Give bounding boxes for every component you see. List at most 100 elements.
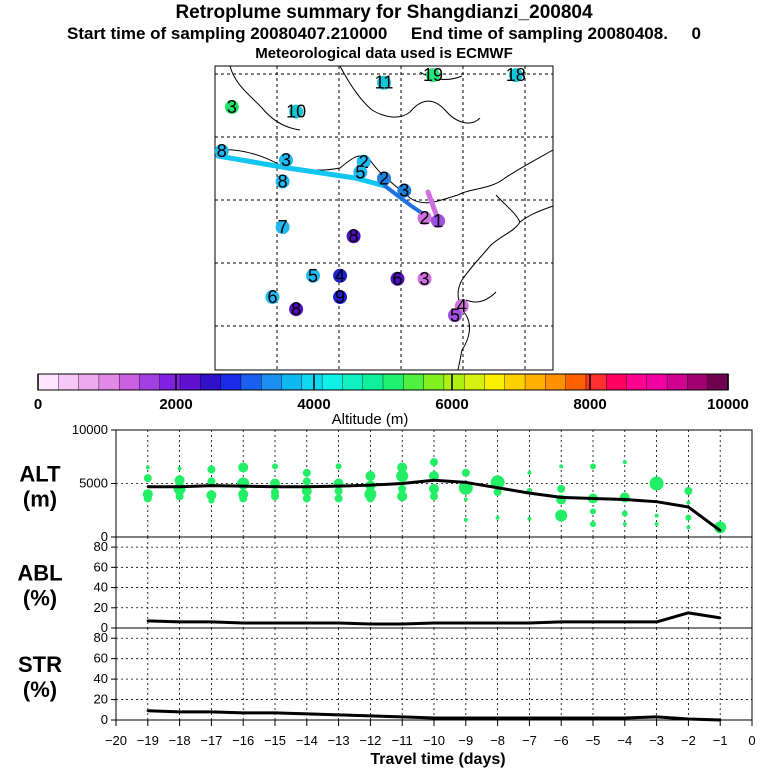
x-tick-label: −9 [458,733,473,748]
map-point-marker [426,68,441,83]
colorbar-cell [301,373,323,391]
x-tick-label: −2 [681,733,696,748]
colorbar-cell [139,373,161,391]
x-tick-label: −6 [554,733,569,748]
series-point [623,620,626,624]
altitude-scatter-point [527,470,532,475]
series-point [337,621,340,625]
series-point [273,711,277,715]
y-tick-label: 5000 [79,476,108,491]
altitude-scatter-point [143,494,152,503]
altitude-scatter-point [685,514,692,521]
x-tick-label: −8 [490,733,505,748]
x-tick-label: −12 [359,733,381,748]
altitude-scatter-point [239,494,248,503]
series-point [719,529,722,532]
altitude-scatter-point [272,463,278,470]
map-day-label: 10 [286,102,306,122]
map-day-label: 8 [349,226,359,246]
colorbar-label: Altitude (m) [332,411,409,428]
series-point [305,485,308,488]
colorbar-cell [321,373,344,391]
x-axis: −20 −19 −18 −17 −16 −15 −14 −13 −12 −11 −10 −9 −8 −7−… [105,720,756,748]
map-day-label: 3 [399,181,409,201]
series-point [337,713,340,717]
series-point [687,717,690,721]
altitude-scatter-point [365,471,376,482]
series-point [401,482,404,485]
series-point [305,621,308,625]
series-point [528,621,531,625]
x-tick-label: −4 [617,733,632,748]
series-point [464,621,467,625]
altitude-scatter-point [493,488,502,497]
altitude-scatter-point [145,465,150,470]
x-tick-label: −7 [522,733,537,748]
map-day-label: 3 [227,97,237,117]
altitude-scatter-point [714,521,727,534]
x-tick-label: −10 [423,733,445,748]
altitude-scatter-point [301,485,312,496]
map-point-marker [431,214,446,229]
altitude-scatter-point [463,517,468,522]
altitude-scatter-point [429,471,439,482]
y-tick-label: 0 [101,712,108,727]
colorbar-cell [37,373,59,391]
map-day-label: 5 [308,266,318,286]
colorbar-cell [159,373,181,391]
x-tick-label: −18 [169,733,191,748]
colorbar-cell [707,373,729,391]
colorbar-cell [342,373,364,391]
altitude-scatter-point [649,476,664,491]
series-point [687,505,690,509]
altitude-colorbar: 0 2000 4000 6000 8000 10000 Altitude (m) [34,373,749,428]
colorbar-cell [524,373,547,391]
altitude-scatter-point [366,494,375,503]
colorbar-cell [423,373,445,391]
map-day-label: 4 [457,296,467,316]
colorbar-cell [220,373,242,391]
altitude-scatter-point [302,494,311,503]
colorbar-cell [179,373,202,391]
map-point-marker [390,271,405,286]
altitude-scatter-point [429,483,439,494]
map-day-label: 6 [393,269,403,289]
colorbar-cell [118,373,141,391]
altitude-scatter-point [463,497,468,502]
map-point-marker [214,144,229,159]
x-tick-label: −11 [392,733,413,748]
colorbar-cell [98,373,120,391]
series-point [528,716,531,720]
colorbar-cell [443,373,465,391]
series-point [337,484,340,488]
colorbar-cell [78,373,100,391]
altitude-scatter-point [461,468,470,477]
map-day-label: 2 [420,208,430,228]
y-tick-label: 0 [101,529,108,544]
altitude-scatter-point [335,463,342,470]
series-point [369,714,372,718]
series-point [146,619,149,623]
series-point [655,500,658,503]
altitude-scatter-point [495,515,500,520]
series-point [242,621,245,625]
series-point [178,485,181,488]
series-point [464,716,467,720]
colorbar-cell [585,373,607,391]
series-point [496,621,499,625]
x-tick-label: −13 [328,733,350,748]
altitude-scatter-point [238,462,249,473]
map-point-marker [333,290,348,305]
map-point-marker [356,154,371,169]
altitude-scatter-point [621,510,628,517]
colorbar-cell [261,373,283,391]
colorbar-tick-label: 10000 [707,396,749,413]
x-tick-label: −15 [264,733,286,748]
series-point [591,620,595,624]
series-point [210,620,213,624]
colorbar-tick-label: 2000 [159,396,192,413]
altitude-scatter-point [174,475,185,486]
altitude-scatter-point [684,486,693,495]
colorbar-cell [646,373,668,391]
altitude-scatter-point [397,491,408,502]
